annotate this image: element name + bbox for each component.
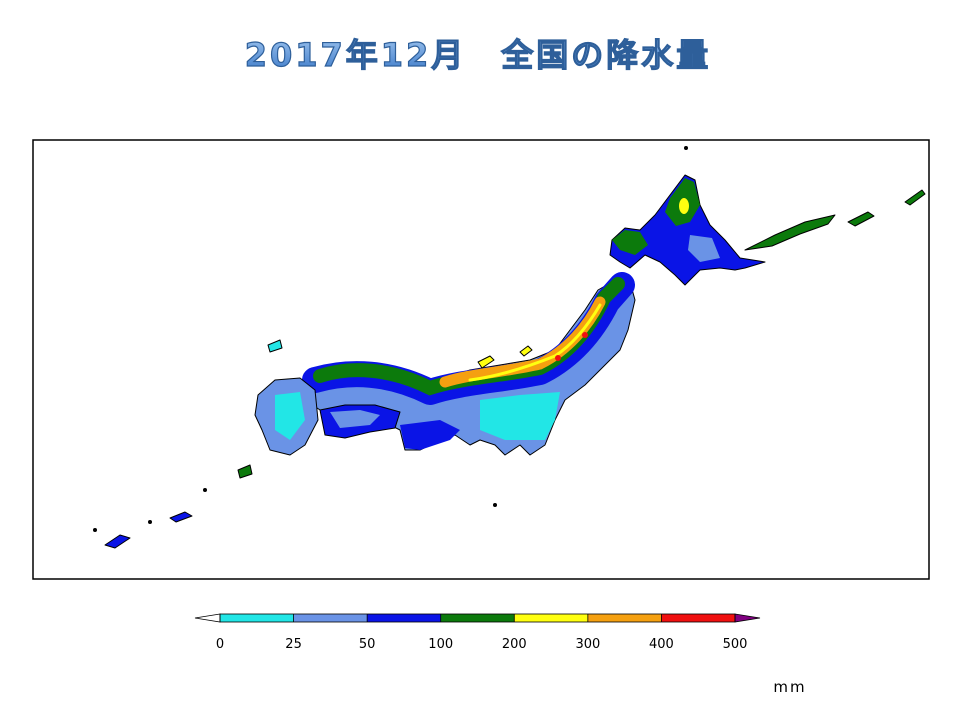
island xyxy=(267,339,283,353)
island xyxy=(148,520,152,524)
unit-label: mm xyxy=(773,678,806,696)
colorbar-segment xyxy=(514,614,588,622)
colorbar: 0 25 50 100 200 300 400 500 xyxy=(194,613,761,652)
colorbar-tick-label: 0 xyxy=(216,637,224,652)
region xyxy=(582,332,588,338)
map xyxy=(32,139,930,580)
island xyxy=(904,189,926,206)
region xyxy=(275,392,305,440)
colorbar-segment xyxy=(587,614,662,622)
region xyxy=(555,355,561,361)
colorbar-tick-label: 100 xyxy=(428,637,453,652)
island xyxy=(104,534,131,549)
colorbar-extension xyxy=(734,613,761,623)
title: 2017年12月 全国の降水量 xyxy=(245,36,712,74)
region xyxy=(679,198,689,214)
colorbar-segment xyxy=(293,614,368,622)
colorbar-tick-label: 50 xyxy=(359,637,376,652)
kuril-islands xyxy=(744,214,836,251)
island xyxy=(477,355,495,369)
island xyxy=(169,511,193,523)
island xyxy=(93,528,97,532)
island xyxy=(203,488,207,492)
region xyxy=(400,420,460,450)
region xyxy=(330,410,380,428)
colorbar-tick-label: 300 xyxy=(575,637,600,652)
colorbar-tick-label: 25 xyxy=(285,637,302,652)
colorbar-segment xyxy=(440,614,515,622)
region xyxy=(612,230,648,255)
colorbar-tick-label: 200 xyxy=(502,637,527,652)
island xyxy=(493,503,497,507)
region xyxy=(688,235,720,262)
region xyxy=(480,392,560,440)
island xyxy=(847,211,875,227)
region xyxy=(468,303,602,382)
map-frame xyxy=(32,139,930,580)
colorbar-tick-label: 400 xyxy=(649,637,674,652)
island xyxy=(237,464,253,479)
island xyxy=(519,345,533,357)
island xyxy=(684,146,688,150)
colorbar-tick-label: 500 xyxy=(723,637,748,652)
colorbar-segment xyxy=(661,614,735,622)
colorbar-extension xyxy=(194,613,221,623)
hokkaido xyxy=(609,174,766,286)
colorbar-segment xyxy=(367,614,441,622)
colorbar-segment xyxy=(220,614,294,622)
